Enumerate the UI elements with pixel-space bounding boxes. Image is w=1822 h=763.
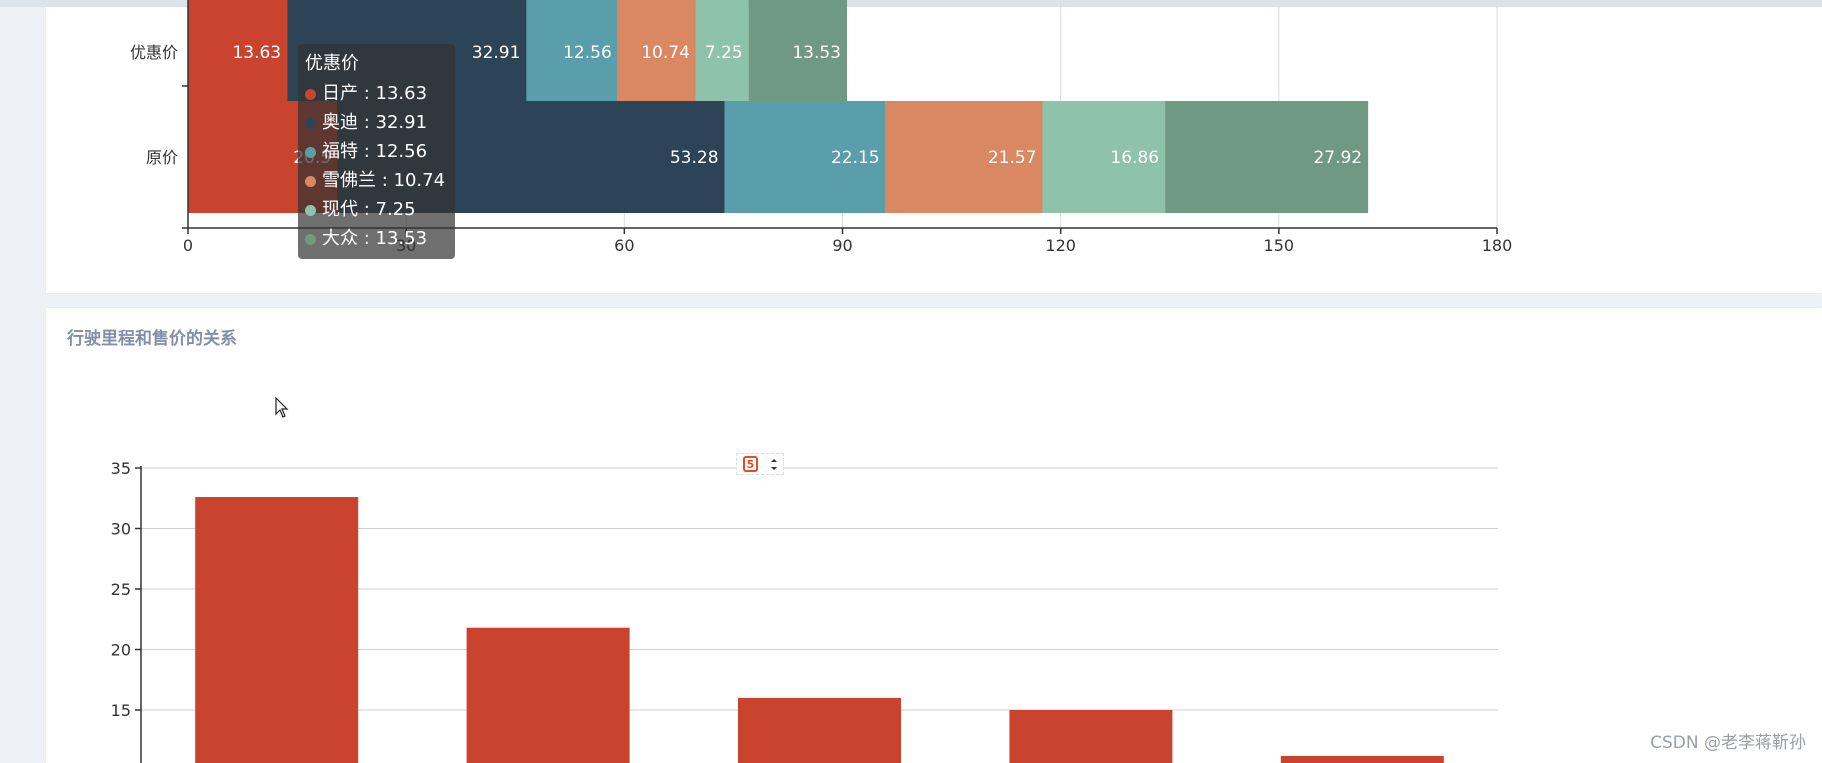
y-tick-label: 25 — [111, 580, 131, 599]
bar-segment — [1042, 101, 1166, 213]
x-tick-label: 60 — [614, 236, 634, 255]
y-tick-label: 30 — [111, 520, 131, 539]
tooltip-row-text: 大众 : 13.53 — [322, 228, 428, 249]
caret-icon — [771, 459, 777, 470]
x-tick-label: 90 — [832, 236, 852, 255]
card-title: 行驶里程和售价的关系 — [67, 329, 237, 349]
bar-value-label: 32.91 — [472, 43, 521, 63]
bar — [1009, 710, 1173, 763]
bar-segment — [617, 0, 696, 108]
bar-value-label: 27.92 — [1313, 148, 1362, 168]
y-tick-label: 20 — [111, 641, 131, 660]
series-dot-icon — [305, 176, 316, 187]
x-tick-label: 120 — [1045, 236, 1076, 255]
x-tick-label: 180 — [1482, 236, 1513, 255]
y-category-label: 原价 — [146, 148, 178, 167]
bar-value-label: 13.53 — [792, 43, 841, 63]
bar-segment — [1165, 101, 1369, 213]
bar-value-label: 10.74 — [641, 43, 690, 63]
html5-icon: 5 — [743, 456, 758, 472]
bar — [1280, 755, 1444, 763]
left-gutter — [0, 7, 18, 763]
tooltip-row-text: 奥迪 : 32.91 — [322, 112, 428, 133]
tooltip-row: 大众 : 13.53 — [305, 224, 455, 253]
y-tick-label: 35 — [111, 459, 131, 478]
bar — [738, 697, 901, 763]
bar — [466, 627, 630, 763]
bar-segment — [526, 0, 618, 108]
bar-segment — [695, 0, 749, 108]
y-tick-label: 10 — [111, 762, 131, 763]
bar-value-label: 7.25 — [705, 43, 743, 63]
bar-value-label: 12.56 — [563, 43, 612, 63]
y-tick-label: 15 — [111, 701, 131, 720]
tooltip-row: 日产 : 13.63 — [305, 79, 455, 108]
html5-extension-badge[interactable]: 5 — [736, 453, 784, 475]
chart-tooltip: 优惠价 日产 : 13.63 奥迪 : 32.91 福特 : 12.56 雪佛兰 : … — [298, 44, 455, 259]
tooltip-row: 雪佛兰 : 10.74 — [305, 166, 455, 195]
x-tick-label: 150 — [1264, 236, 1295, 255]
series-dot-icon — [305, 234, 316, 245]
x-tick-label: 0 — [183, 236, 193, 255]
tooltip-title: 优惠价 — [305, 53, 359, 74]
y-category-label: 优惠价 — [130, 43, 178, 62]
series-dot-icon — [305, 205, 316, 216]
bar-value-label: 21.57 — [988, 148, 1037, 168]
top-bar — [0, 0, 1822, 7]
bar-value-label: 22.15 — [831, 148, 880, 168]
bar-segment — [885, 101, 1043, 213]
tooltip-row-text: 日产 : 13.63 — [322, 83, 428, 104]
tooltip-row: 奥迪 : 32.91 — [305, 108, 455, 137]
bar-value-label: 16.86 — [1110, 148, 1159, 168]
bar-value-label: 13.63 — [232, 43, 281, 63]
tooltip-row: 现代 : 7.25 — [305, 195, 455, 224]
tooltip-row-text: 雪佛兰 : 10.74 — [322, 170, 446, 191]
bar-value-label: 53.28 — [670, 148, 719, 168]
tooltip-row-text: 现代 : 7.25 — [322, 199, 416, 220]
mouse-cursor-icon — [275, 397, 289, 418]
bar-segment — [748, 0, 848, 108]
bar — [195, 497, 359, 763]
tooltip-row: 福特 : 12.56 — [305, 137, 455, 166]
series-dot-icon — [305, 147, 316, 158]
bar-segment — [724, 101, 886, 213]
tooltip-row-text: 福特 : 12.56 — [322, 141, 428, 162]
series-dot-icon — [305, 118, 316, 129]
series-dot-icon — [305, 89, 316, 100]
bar-segment — [188, 0, 288, 108]
watermark: CSDN @老李蒋靳孙 — [1650, 733, 1806, 753]
